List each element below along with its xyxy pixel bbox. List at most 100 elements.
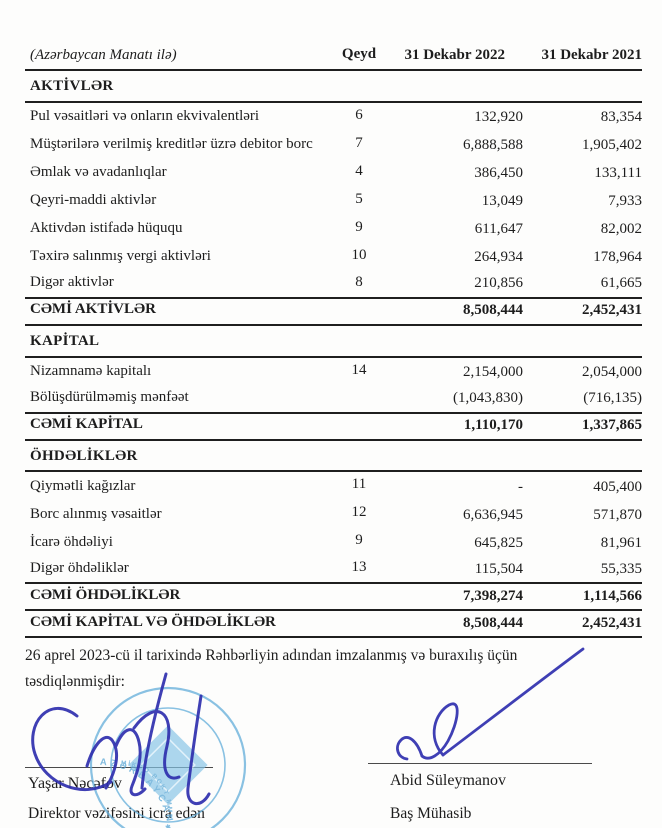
row-note: 5	[355, 190, 363, 207]
currency-note: (Azərbaycan Manatı ilə)	[30, 47, 177, 64]
row-note: 4	[355, 162, 363, 179]
table-row: Qeyri-maddi aktivlər 5 13,049 7,933	[25, 187, 642, 215]
row-value-2022: 13,049	[481, 193, 523, 209]
row-value-2022: 210,856	[474, 275, 523, 291]
table-row: İcarə öhdəliyi 9 645,825 81,961	[25, 528, 642, 556]
row-note	[330, 595, 388, 598]
row-value-2022: 8,508,444	[463, 614, 523, 631]
row-value-2021: 2,452,431	[582, 614, 642, 631]
table-row: Qiymətli kağızlar 11 - 405,400	[25, 472, 642, 500]
row-value-2022: 264,934	[474, 249, 523, 265]
row-value-2022	[388, 466, 523, 470]
row-value-2021: 1,114,566	[582, 587, 642, 604]
row-note	[330, 397, 388, 400]
row-value-2021	[523, 466, 642, 470]
row-note	[330, 454, 388, 457]
row-value-2022: 8,508,444	[463, 302, 523, 318]
row-label: CƏMİ KAPİTAL VƏ ÖHDƏLİKLƏR	[30, 613, 276, 630]
row-label: Təxirə salınmış vergi aktivləri	[30, 248, 211, 264]
row-value-2022: 6,888,588	[463, 137, 523, 153]
row-label: Digər aktivlər	[30, 274, 114, 290]
row-value-2021: 133,111	[594, 165, 642, 181]
row-value-2022: 132,920	[474, 109, 523, 125]
total-row: CƏMİ ÖHDƏLİKLƏR 7,398,274 1,114,566	[25, 584, 642, 612]
section-header-row: AKTİVLƏR	[25, 71, 642, 103]
balance-table-body: AKTİVLƏR Pul vəsaitləri və onların ekviva…	[25, 71, 642, 639]
row-value-2022	[388, 352, 523, 356]
row-note: 6	[355, 106, 363, 123]
total-row: CƏMİ KAPİTAL VƏ ÖHDƏLİKLƏR 8,508,444 2,452…	[25, 611, 642, 639]
signer-title-right: Baş Mühasib	[390, 805, 472, 822]
signature-right-ink	[396, 647, 585, 761]
stamp-outer-ring	[89, 686, 247, 828]
signature-line-right	[368, 763, 592, 764]
row-note	[330, 310, 388, 313]
signature-line-left	[25, 767, 213, 768]
table-row: Borc alınmış vəsaitlər 12 6,636,945 571,870	[25, 500, 642, 528]
row-note	[330, 339, 388, 342]
row-value-2022: 6,636,945	[463, 506, 523, 523]
row-value-2022: (1,043,830)	[453, 389, 523, 406]
row-note	[330, 622, 388, 625]
row-value-2022: 386,450	[474, 165, 523, 181]
row-value-2021: 55,335	[600, 560, 642, 577]
row-note: 7	[355, 134, 363, 151]
row-label: ÖHDƏLİKLƏR	[30, 447, 138, 464]
row-note: 11	[351, 476, 367, 493]
row-value-2021: 2,054,000	[582, 363, 642, 380]
row-label: Aktivdən istifadə hüququ	[30, 220, 183, 236]
row-value-2021: 61,665	[600, 275, 642, 291]
row-value-2021: 1,905,402	[582, 137, 642, 153]
row-value-2021	[523, 97, 642, 101]
row-value-2021: 405,400	[593, 478, 642, 495]
row-label: Nizamnamə kapitalı	[30, 362, 152, 379]
row-note: 14	[351, 361, 367, 378]
row-value-2021: 178,964	[593, 249, 642, 265]
signature-left-ink	[31, 672, 211, 805]
row-label: CƏMİ ÖHDƏLİKLƏR	[30, 586, 181, 603]
row-value-2021	[523, 352, 642, 356]
row-label: CƏMİ KAPİTAL	[30, 415, 143, 432]
row-note: 9	[355, 218, 363, 235]
row-note: 13	[351, 559, 367, 576]
row-value-2021: 83,354	[600, 109, 642, 125]
section-header-row: ÖHDƏLİKLƏR	[25, 441, 642, 473]
row-value-2021: (716,135)	[583, 389, 642, 406]
approval-statement: 26 aprel 2023-cü il tarixində Rəhbərliyi…	[25, 647, 518, 690]
row-value-2022: 645,825	[474, 534, 523, 551]
table-row: Digər öhdəliklər 13 115,504 55,335	[25, 556, 642, 585]
row-value-2021: 571,870	[593, 506, 642, 523]
row-value-2022: 115,504	[474, 560, 523, 577]
row-value-2022: -	[518, 478, 523, 495]
table-row: Əmlak və avadanlıqlar 4 386,450 133,111	[25, 159, 642, 187]
row-note: 8	[355, 273, 363, 290]
row-label: AKTİVLƏR	[30, 78, 114, 94]
row-label: Borc alınmış vəsaitlər	[30, 505, 162, 522]
table-row: Digər aktivlər 8 210,856 61,665	[25, 271, 642, 299]
column-header-2022: 31 Dekabr 2022	[404, 47, 505, 64]
row-value-2021: 81,961	[600, 534, 642, 551]
row-label: CƏMİ AKTİVLƏR	[30, 301, 156, 317]
signer-name-right: Abid Süleymanov	[390, 772, 506, 789]
table-row: Pul vəsaitləri və onların ekvivalentləri…	[25, 103, 642, 131]
balance-sheet-table: (Azərbaycan Manatı ilə) Qeyd 31 Dekabr 2…	[25, 44, 642, 639]
table-row: Təxirə salınmış vergi aktivləri 10 264,934…	[25, 243, 642, 271]
row-value-2021: 2,452,431	[582, 302, 642, 318]
row-value-2021: 1,337,865	[582, 416, 642, 433]
section-header-row: KAPİTAL	[25, 326, 642, 358]
row-value-2022	[388, 97, 523, 101]
table-header-row: (Azərbaycan Manatı ilə) Qeyd 31 Dekabr 2…	[25, 44, 642, 71]
row-note: 10	[351, 246, 367, 263]
table-row: Müştərilərə verilmiş kreditlər üzrə debi…	[25, 131, 642, 159]
row-label: KAPİTAL	[30, 332, 100, 349]
total-row: CƏMİ KAPİTAL 1,110,170 1,337,865	[25, 414, 642, 441]
row-label: Digər öhdəliklər	[30, 559, 129, 576]
row-value-2022: 7,398,274	[463, 587, 523, 604]
note-column-header: Qeyd	[341, 46, 377, 63]
stamp-inner-ring	[110, 707, 226, 823]
row-label: Pul vəsaitləri və onların ekvivalentləri	[30, 108, 260, 124]
total-row: CƏMİ AKTİVLƏR 8,508,444 2,452,431	[25, 299, 642, 326]
row-note: 9	[355, 532, 363, 549]
row-label: Bölüşdürülməmiş mənfəət	[30, 388, 189, 405]
column-header-2021: 31 Dekabr 2021	[541, 47, 642, 64]
